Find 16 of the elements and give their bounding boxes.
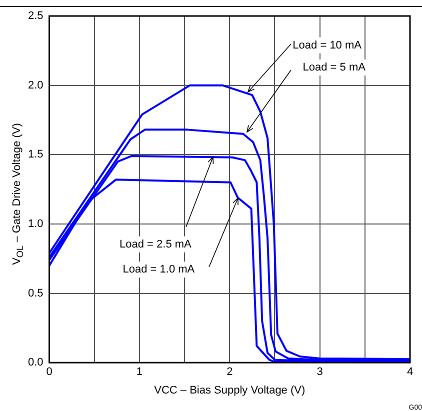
annotation: Load = 10 mA — [292, 39, 362, 52]
x-tick-label: 2 — [226, 366, 233, 378]
annotation: Load = 1.0 mA — [122, 264, 196, 276]
y-tick-label: 0.0 — [28, 356, 44, 369]
x-tick-label: 4 — [406, 366, 414, 378]
annotation: Load = 2.5 mA — [120, 238, 192, 250]
x-axis-title: VCC – Bias Supply Voltage (V) — [154, 384, 306, 396]
y-tick-label: 0.5 — [28, 287, 44, 300]
y-tick-label: 2.5 — [28, 10, 44, 22]
annotation: Load = 5 mA — [302, 61, 366, 74]
y-tick-label: 2.0 — [28, 79, 44, 92]
y-tick-label: 1.5 — [28, 148, 44, 161]
x-tick-label: 3 — [316, 366, 323, 378]
y-tick-label: 1.0 — [28, 218, 44, 230]
x-tick-label: 0 — [46, 366, 52, 378]
x-tick-label: 1 — [136, 366, 143, 378]
